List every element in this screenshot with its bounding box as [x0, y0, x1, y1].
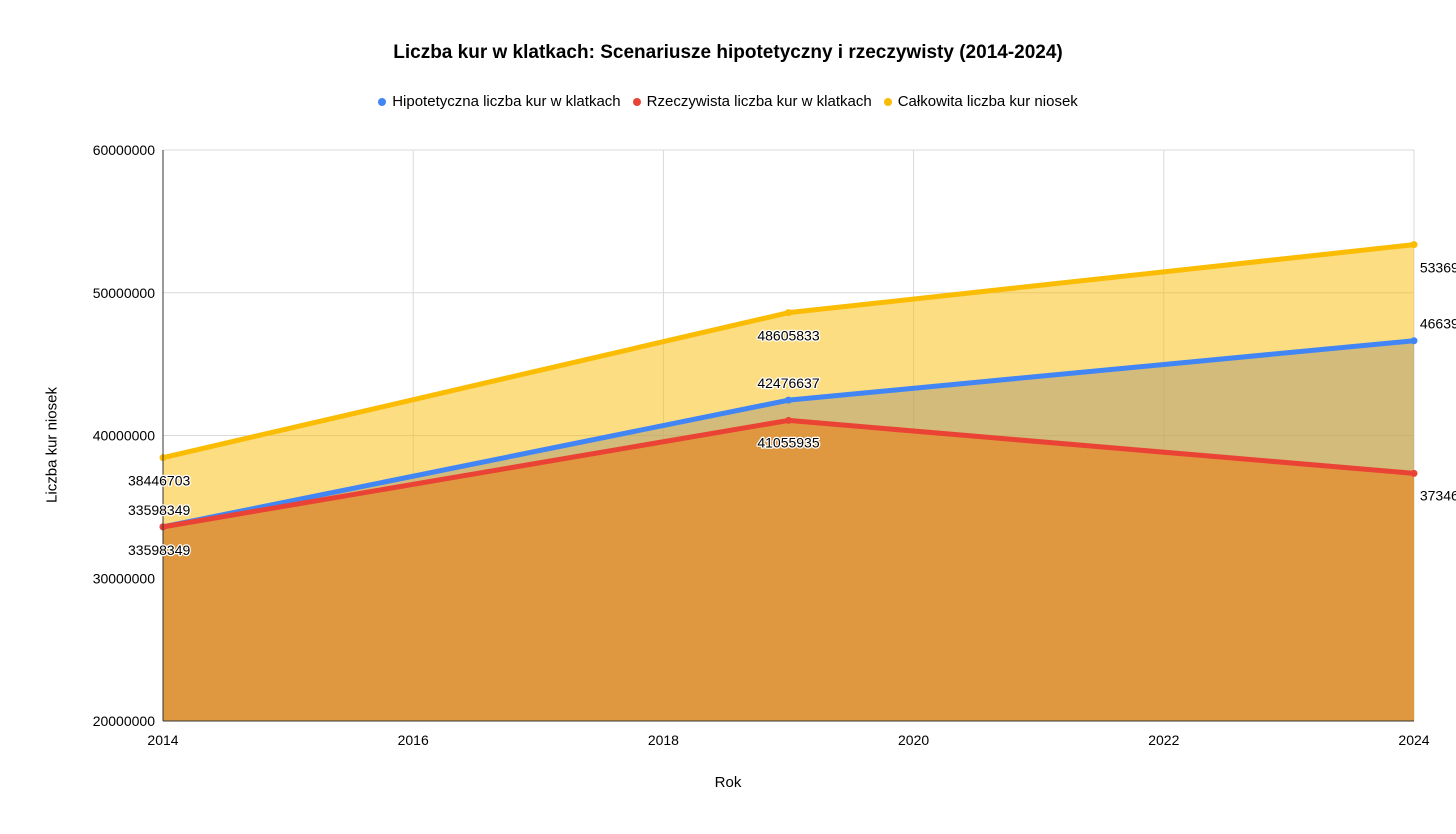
y-tick-label-20000000: 20000000 [93, 713, 156, 729]
legend-item-actual: Rzeczywista liczba kur w klatkach [632, 93, 872, 110]
data-label-hipotetyczna-liczba-kur-w-klatkach-2019: 42476637 [757, 375, 820, 391]
data-label-ca-kowita-liczba-kur-niosek-2019: 48605833 [757, 328, 820, 344]
legend-label-hypothetical: Hipotetyczna liczba kur w klatkach [392, 93, 621, 110]
x-tick-label-2016: 2016 [398, 732, 429, 748]
y-tick-label-60000000: 60000000 [93, 142, 156, 158]
chart-title: Liczba kur w klatkach: Scenariusze hipot… [393, 42, 1063, 63]
y-tick-label-30000000: 30000000 [93, 570, 156, 586]
x-tick-label-2024: 2024 [1398, 732, 1429, 748]
data-label-rzeczywista-liczba-kur-w-klatkach-2014: 33598349 [128, 542, 191, 558]
data-label-rzeczywista-liczba-kur-w-klatkach-2024: 37346627 [1420, 487, 1456, 503]
legend-label-total: Całkowita liczba kur niosek [897, 93, 1078, 110]
data-label-ca-kowita-liczba-kur-niosek-2014: 38446703 [128, 473, 191, 489]
area-rzeczywista-liczba-kur-w-klatkach [163, 420, 1414, 721]
x-tick-label-2014: 2014 [147, 732, 178, 748]
point-rzeczywista-liczba-kur-w-klatkach-2024 [1410, 469, 1418, 477]
legend-item-hypothetical: Hipotetyczna liczba kur w klatkach [378, 93, 621, 110]
legend-dot-hypothetical [378, 97, 387, 106]
x-tick-label-2020: 2020 [898, 732, 929, 748]
x-tick-label-2022: 2022 [1148, 732, 1179, 748]
legend-dot-total [883, 97, 892, 106]
point-ca-kowita-liczba-kur-niosek-2019 [785, 309, 792, 317]
point-hipotetyczna-liczba-kur-w-klatkach-2024 [1410, 337, 1418, 345]
x-tick-label-2018: 2018 [648, 732, 679, 748]
data-label-hipotetyczna-liczba-kur-w-klatkach-2014: 33598349 [128, 502, 191, 518]
point-rzeczywista-liczba-kur-w-klatkach-2019 [785, 416, 792, 424]
data-label-rzeczywista-liczba-kur-w-klatkach-2019: 41055935 [757, 434, 820, 450]
x-axis-title: Rok [714, 774, 742, 791]
legend-label-actual: Rzeczywista liczba kur w klatkach [646, 93, 872, 110]
legend: Hipotetyczna liczba kur w klatkach Rzecz… [0, 93, 1456, 110]
y-tick-label-50000000: 50000000 [93, 285, 156, 301]
data-label-hipotetyczna-liczba-kur-w-klatkach-2024: 46639600 [1420, 316, 1456, 332]
data-label-ca-kowita-liczba-kur-niosek-2024: 53369493 [1420, 260, 1456, 276]
y-tick-label-40000000: 40000000 [93, 428, 156, 444]
legend-item-total: Całkowita liczba kur niosek [883, 93, 1078, 110]
point-hipotetyczna-liczba-kur-w-klatkach-2019 [785, 396, 792, 404]
point-ca-kowita-liczba-kur-niosek-2024 [1410, 241, 1418, 249]
legend-dot-actual [632, 97, 641, 106]
